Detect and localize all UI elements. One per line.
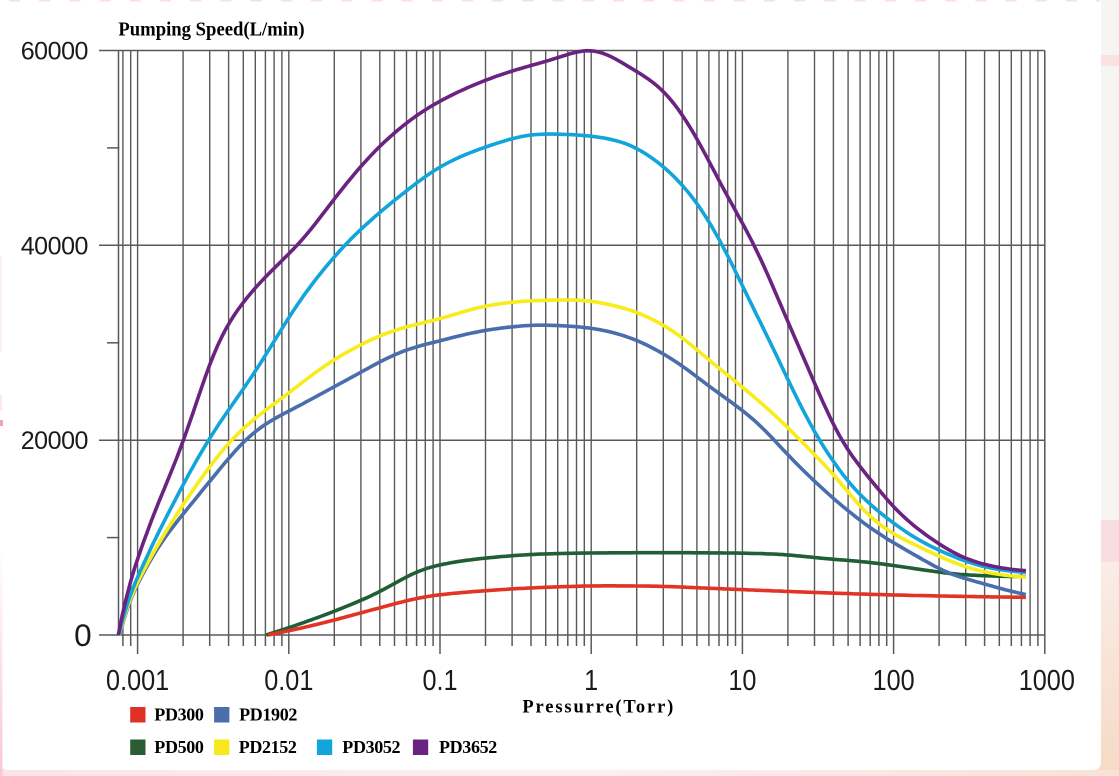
- svg-text:Pressurre(Torr): Pressurre(Torr): [522, 698, 675, 718]
- svg-text:0.1: 0.1: [422, 663, 457, 696]
- svg-text:100: 100: [873, 663, 915, 696]
- svg-text:20000: 20000: [21, 427, 88, 455]
- svg-text:PD1902: PD1902: [239, 705, 297, 725]
- svg-text:PD2152: PD2152: [239, 737, 297, 757]
- svg-text:60000: 60000: [21, 38, 88, 66]
- svg-text:PD3652: PD3652: [439, 737, 497, 757]
- svg-text:0: 0: [74, 617, 91, 653]
- svg-text:PD300: PD300: [154, 705, 204, 725]
- svg-text:0.001: 0.001: [106, 663, 169, 696]
- svg-text:0.01: 0.01: [264, 663, 313, 696]
- svg-text:10: 10: [728, 663, 756, 696]
- svg-text:1000: 1000: [1019, 663, 1075, 696]
- svg-text:40000: 40000: [21, 232, 88, 260]
- svg-text:1: 1: [584, 663, 598, 696]
- svg-text:Pumping Speed(L/min): Pumping Speed(L/min): [118, 19, 304, 41]
- svg-text:PD3052: PD3052: [342, 737, 400, 757]
- svg-text:PD500: PD500: [154, 737, 204, 757]
